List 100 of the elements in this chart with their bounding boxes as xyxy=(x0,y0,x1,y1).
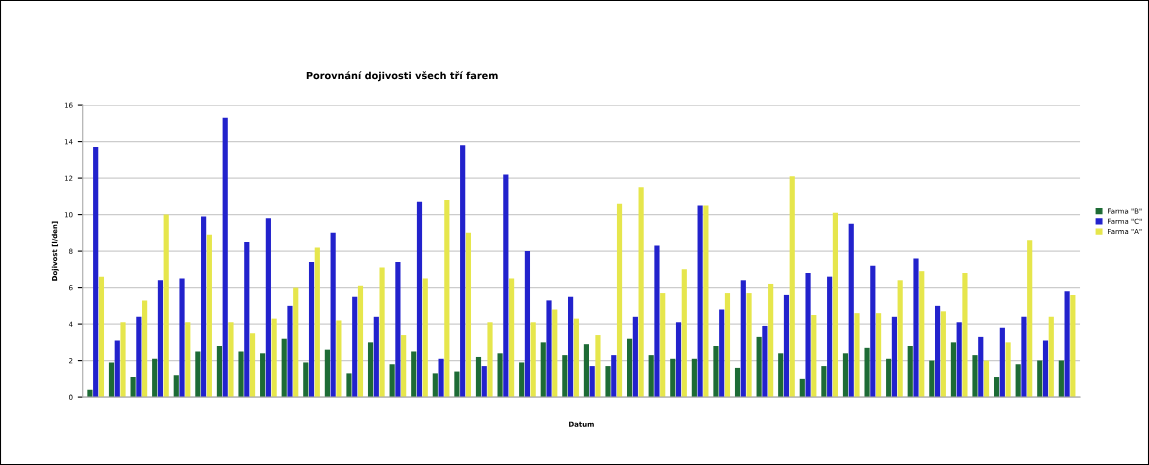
bar xyxy=(271,318,277,398)
bar xyxy=(972,355,978,398)
bar xyxy=(185,322,191,398)
bar xyxy=(719,309,725,398)
bar xyxy=(891,316,897,398)
bar xyxy=(238,351,244,398)
bar xyxy=(330,232,336,398)
bar xyxy=(87,389,93,398)
bar xyxy=(670,358,676,398)
bar xyxy=(524,251,531,398)
bar xyxy=(401,335,407,398)
bar xyxy=(530,322,536,398)
bar xyxy=(228,322,234,398)
bar xyxy=(999,327,1005,398)
bar xyxy=(303,362,309,398)
bar xyxy=(595,335,601,398)
bar xyxy=(416,201,423,398)
bar xyxy=(281,338,287,398)
bar xyxy=(724,293,731,398)
bar xyxy=(783,294,790,398)
bar xyxy=(454,371,460,398)
bar xyxy=(886,358,892,398)
bar xyxy=(956,322,962,398)
bar xyxy=(314,247,320,398)
bar xyxy=(265,218,271,398)
bar xyxy=(827,276,833,398)
bar xyxy=(130,377,136,398)
bar xyxy=(934,305,941,398)
bar xyxy=(465,232,472,398)
bar xyxy=(98,276,105,398)
bar xyxy=(870,265,876,398)
bar xyxy=(675,322,682,398)
bar xyxy=(157,280,164,398)
bar xyxy=(120,322,126,398)
bar xyxy=(114,340,120,398)
bar xyxy=(1015,364,1021,398)
bar xyxy=(324,349,330,398)
bar xyxy=(195,351,201,398)
bar xyxy=(1070,294,1076,398)
bar xyxy=(616,203,623,398)
bar xyxy=(503,174,509,398)
bar xyxy=(811,314,817,398)
bar xyxy=(546,300,552,398)
bar xyxy=(913,258,919,398)
bar xyxy=(821,366,827,398)
bar xyxy=(222,117,228,398)
bar xyxy=(540,342,546,398)
bar xyxy=(444,200,450,398)
bar xyxy=(1042,340,1049,398)
bar xyxy=(552,309,558,398)
bar xyxy=(648,355,654,398)
bar xyxy=(1027,240,1033,398)
bar xyxy=(1048,316,1054,398)
bar xyxy=(287,305,293,398)
bar xyxy=(460,145,466,398)
bar xyxy=(589,366,595,398)
bar xyxy=(487,322,493,398)
bar xyxy=(108,362,115,398)
bar xyxy=(1037,360,1043,398)
bar xyxy=(216,346,223,398)
bar xyxy=(379,267,385,398)
bar xyxy=(142,300,148,398)
bar xyxy=(950,342,957,398)
bar xyxy=(654,245,660,398)
bar xyxy=(395,262,401,398)
bar xyxy=(497,353,503,398)
bar xyxy=(875,313,882,398)
bar xyxy=(432,373,438,398)
bar xyxy=(994,377,1000,398)
bar xyxy=(703,205,709,398)
bar xyxy=(611,355,617,398)
bar xyxy=(1021,316,1027,398)
bar xyxy=(805,273,811,398)
bar xyxy=(179,278,185,398)
bar xyxy=(1064,291,1070,398)
bar xyxy=(422,278,428,398)
bar xyxy=(854,313,860,398)
bar xyxy=(583,344,590,398)
bar xyxy=(352,296,358,398)
bar xyxy=(389,364,395,398)
bar xyxy=(713,346,719,398)
bar xyxy=(740,280,746,398)
bar xyxy=(660,293,666,398)
bar xyxy=(481,366,487,398)
bar xyxy=(173,375,179,398)
bar xyxy=(562,355,568,398)
bar xyxy=(832,212,838,398)
bar xyxy=(746,293,752,398)
bar xyxy=(756,336,762,398)
bar xyxy=(260,353,266,398)
bar xyxy=(519,362,525,398)
bar xyxy=(983,360,990,398)
bar xyxy=(762,325,768,398)
bar xyxy=(697,205,703,398)
bar xyxy=(638,187,644,398)
bar xyxy=(768,283,774,398)
bar xyxy=(864,347,870,398)
bar xyxy=(568,296,574,398)
bar xyxy=(940,311,946,398)
bar xyxy=(605,366,611,398)
